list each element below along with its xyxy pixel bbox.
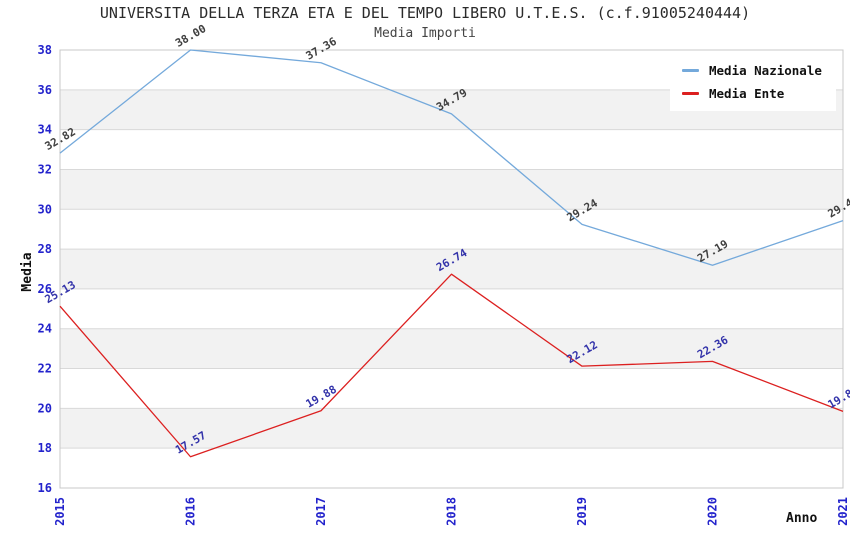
data-label: 38.00 <box>173 22 208 50</box>
legend: Media Nazionale Media Ente <box>670 55 836 111</box>
data-label: 37.36 <box>304 35 340 63</box>
series-line-media-ente <box>59 273 844 458</box>
plot-band <box>60 169 843 210</box>
legend-label: Media Nazionale <box>709 63 822 78</box>
plot-band <box>60 408 843 449</box>
plot-border <box>59 49 844 489</box>
data-label: 19.85 <box>826 383 850 411</box>
data-label: 19.88 <box>304 383 339 411</box>
y-tick-label: 28 <box>38 242 52 256</box>
y-tick-label: 24 <box>38 322 52 336</box>
x-tick-label: 2020 <box>706 497 720 526</box>
legend-item-media-ente[interactable]: Media Ente <box>682 86 822 101</box>
y-tick-label: 36 <box>38 83 52 97</box>
y-tick-label: 38 <box>38 43 52 57</box>
x-tick-label: 2015 <box>53 497 67 526</box>
y-tick-label: 32 <box>38 162 52 176</box>
x-tick-label: 2016 <box>184 497 198 526</box>
x-tick-label: 2017 <box>314 497 328 526</box>
media-ente-line-icon <box>682 92 699 95</box>
media-nazionale-line-icon <box>682 69 699 72</box>
x-tick-label: 2018 <box>445 497 459 526</box>
y-tick-label: 34 <box>38 123 52 137</box>
plot-band <box>60 328 843 369</box>
y-tick-label: 22 <box>38 362 52 376</box>
x-axis-title: Anno <box>786 511 818 526</box>
y-tick-label: 18 <box>38 441 52 455</box>
plot-band <box>60 249 843 289</box>
x-tick-label: 2021 <box>836 497 850 526</box>
y-tick-label: 30 <box>38 202 52 216</box>
chart-subtitle: Media Importi <box>374 26 476 41</box>
y-tick-label: 20 <box>38 401 52 415</box>
y-tick-label: 26 <box>38 282 52 296</box>
y-tick-label: 16 <box>38 481 52 495</box>
legend-item-media-nazionale[interactable]: Media Nazionale <box>682 63 822 78</box>
series-line-media-nazionale <box>59 49 844 266</box>
page-title: UNIVERSITA DELLA TERZA ETA E DEL TEMPO L… <box>99 4 751 22</box>
x-tick-label: 2019 <box>575 497 589 526</box>
legend-label: Media Ente <box>709 86 785 101</box>
